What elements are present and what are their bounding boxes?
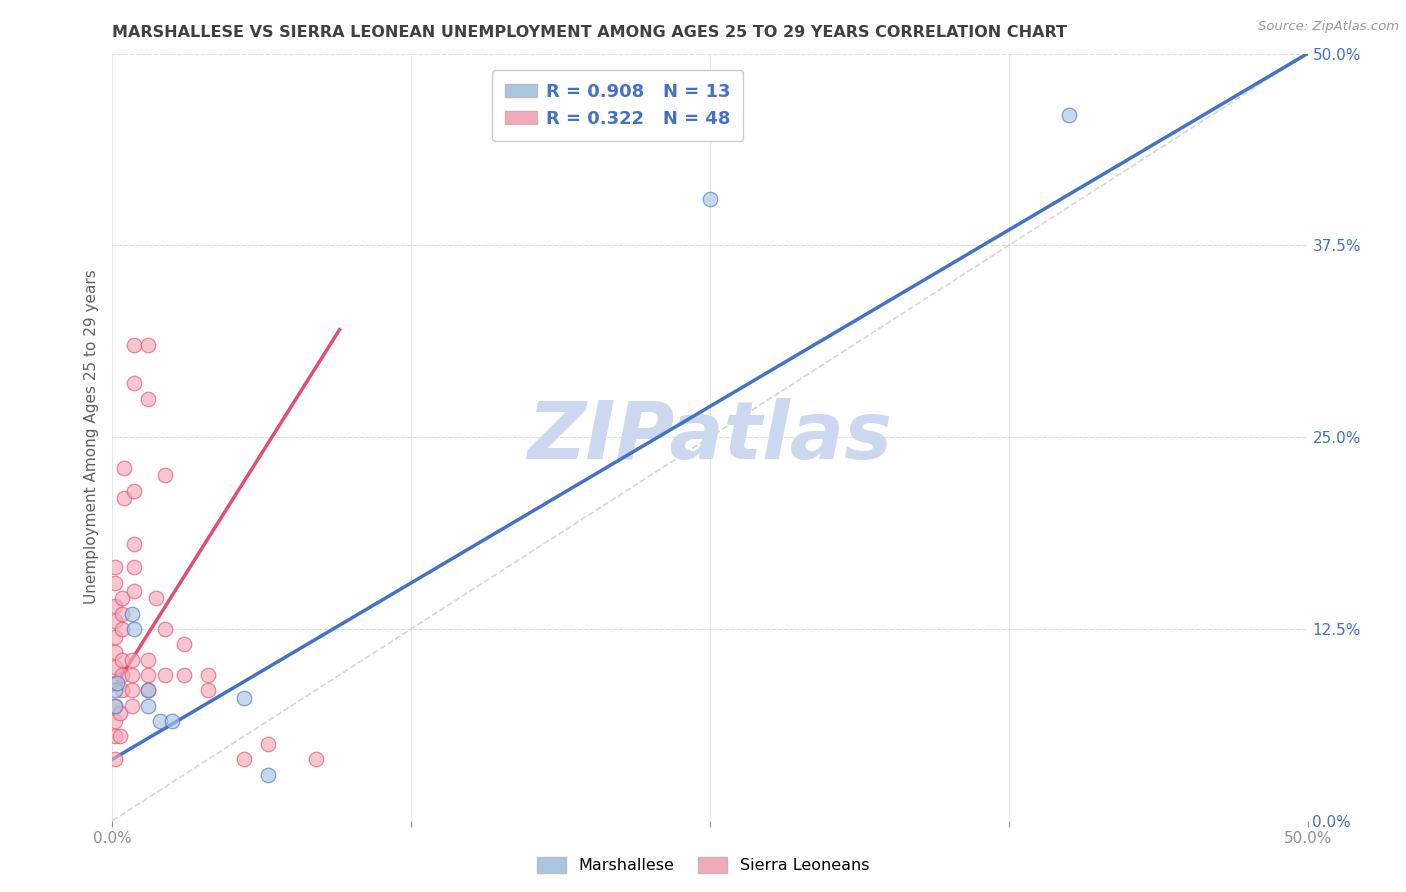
Point (699, 192, 721, 206)
Point (111, 652, 134, 666)
Point (138, 338, 160, 352)
Point (104, 675, 127, 690)
Point (138, 683, 160, 698)
Point (104, 752, 127, 766)
Point (108, 729, 131, 743)
Point (111, 607, 134, 621)
Point (149, 714, 172, 728)
Point (233, 752, 256, 766)
Point (104, 645, 127, 659)
Point (104, 698, 127, 713)
Point (105, 675, 128, 690)
Point (153, 668, 176, 682)
Legend: R = 0.908   N = 13, R = 0.322   N = 48: R = 0.908 N = 13, R = 0.322 N = 48 (492, 70, 744, 141)
Point (138, 392, 160, 406)
Point (257, 767, 280, 781)
Point (153, 468, 176, 483)
Point (121, 607, 143, 621)
Point (104, 660, 127, 674)
Point (104, 560, 127, 574)
Point (122, 483, 145, 498)
Point (114, 491, 135, 506)
Point (104, 729, 127, 743)
Point (104, 614, 127, 628)
Point (114, 460, 135, 475)
Text: Source: ZipAtlas.com: Source: ZipAtlas.com (1258, 20, 1399, 33)
Point (121, 668, 143, 682)
Point (162, 714, 183, 728)
Point (111, 622, 134, 636)
Point (153, 622, 176, 636)
Point (138, 668, 160, 682)
Point (122, 537, 145, 551)
Point (145, 591, 167, 606)
Point (104, 599, 127, 613)
Point (104, 630, 127, 644)
Point (122, 338, 145, 352)
Legend: Marshallese, Sierra Leoneans: Marshallese, Sierra Leoneans (530, 850, 876, 880)
Point (122, 583, 145, 598)
Point (104, 698, 127, 713)
Point (1057, 108, 1080, 122)
Point (197, 683, 219, 698)
Point (173, 668, 195, 682)
Point (305, 752, 328, 766)
Point (121, 652, 143, 666)
Y-axis label: Unemployment Among Ages 25 to 29 years: Unemployment Among Ages 25 to 29 years (84, 269, 100, 605)
Point (138, 652, 160, 666)
Point (104, 683, 127, 698)
Text: MARSHALLESE VS SIERRA LEONEAN UNEMPLOYMENT AMONG AGES 25 TO 29 YEARS CORRELATION: MARSHALLESE VS SIERRA LEONEAN UNEMPLOYME… (112, 25, 1067, 40)
Point (257, 737, 280, 751)
Point (173, 637, 195, 651)
Point (111, 591, 134, 606)
Point (108, 706, 131, 721)
Text: ZIPatlas: ZIPatlas (527, 398, 893, 476)
Point (122, 560, 145, 574)
Point (104, 575, 127, 590)
Point (138, 683, 160, 698)
Point (122, 622, 145, 636)
Point (121, 698, 143, 713)
Point (122, 376, 145, 391)
Point (233, 690, 256, 705)
Point (197, 668, 219, 682)
Point (138, 698, 160, 713)
Point (104, 714, 127, 728)
Point (121, 683, 143, 698)
Point (111, 683, 134, 698)
Point (111, 668, 134, 682)
